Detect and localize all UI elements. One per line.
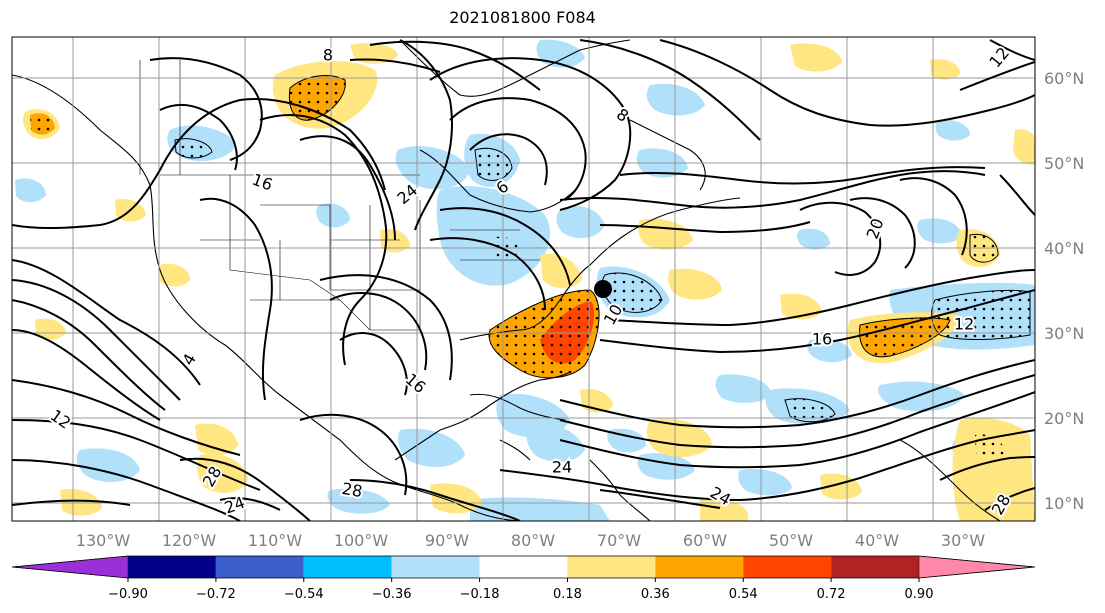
map-frame: [11, 36, 1036, 522]
colorbar-tick-label: 0.72: [817, 587, 846, 602]
colorbar-bin: [479, 556, 568, 578]
political-borders: [139, 60, 540, 331]
longitude-label: 30°W: [941, 531, 985, 550]
longitude-label: 60°W: [683, 531, 727, 550]
colorbar-extend-high: [918, 555, 1036, 579]
colorbar-tick-label: −0.36: [372, 587, 412, 602]
longitude-label: 100°W: [334, 531, 389, 550]
latitude-label: 30°N: [1044, 324, 1084, 343]
contour-label: 12: [954, 315, 974, 334]
colorbar-bin: [831, 556, 919, 578]
colorbar-extend-low: [11, 555, 129, 579]
latitude-label: 10°N: [1044, 494, 1084, 513]
colorbar-bin: [128, 556, 216, 578]
colorbar-bin: [655, 556, 744, 578]
colorbar-tick-label: −0.18: [460, 587, 500, 602]
latitude-label: 40°N: [1044, 239, 1084, 258]
map-title: 2021081800 F084: [449, 8, 596, 27]
contour-label: 24: [552, 458, 572, 477]
colorbar-tick-label: 0.36: [641, 587, 670, 602]
colorbar-tick-label: −0.90: [108, 587, 148, 602]
latitude-label: 50°N: [1044, 154, 1084, 173]
storm-center-dot: [594, 280, 612, 298]
longitude-label: 50°W: [769, 531, 813, 550]
colorbar-tick-label: 0.18: [553, 587, 582, 602]
longitude-label: 130°W: [76, 531, 131, 550]
longitude-label: 110°W: [248, 531, 303, 550]
latitude-label: 60°N: [1044, 69, 1084, 88]
colorbar-tick-label: −0.54: [284, 587, 324, 602]
colorbar-bin: [743, 556, 832, 578]
latitude-labels: 60°N 50°N 40°N 30°N 20°N 10°N: [1044, 69, 1084, 513]
contour-label: 28: [340, 479, 363, 501]
latitude-label: 20°N: [1044, 409, 1084, 428]
longitude-label: 40°W: [855, 531, 899, 550]
longitude-label: 70°W: [597, 531, 641, 550]
colorbar-tick-label: −0.72: [196, 587, 236, 602]
stippling: [30, 75, 1030, 462]
longitude-label: 90°W: [425, 531, 469, 550]
longitude-label: 120°W: [162, 531, 217, 550]
colorbar-bin: [391, 556, 480, 578]
colorbar: [11, 555, 1036, 579]
colorbar-bin: [567, 556, 656, 578]
height-contours: [12, 39, 1035, 521]
contour-label: 16: [812, 330, 832, 349]
longitude-labels: 130°W 120°W 110°W 100°W 90°W 80°W 70°W 60°W 50°W…: [76, 531, 985, 550]
colorbar-tick-label: 0.90: [905, 587, 934, 602]
colorbar-bin: [215, 556, 304, 578]
colorbar-tick-label: 0.54: [729, 587, 758, 602]
colorbar-labels: −0.90 −0.72 −0.54 −0.36 −0.18 0.18 0.36 0.54 0.7…: [108, 578, 933, 602]
contour-label: 8: [323, 46, 333, 65]
longitude-label: 80°W: [511, 531, 555, 550]
graticule: [12, 37, 1035, 521]
colorbar-bin: [303, 556, 392, 578]
